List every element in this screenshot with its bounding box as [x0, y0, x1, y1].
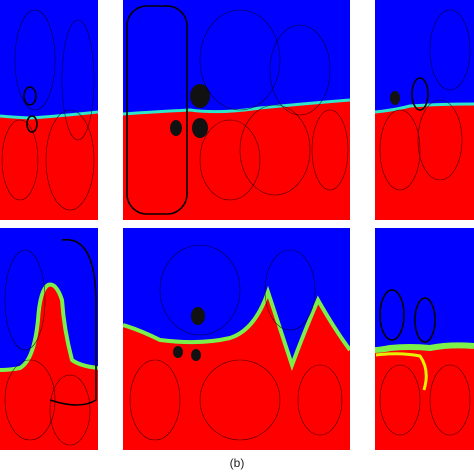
panel-top-middle	[123, 0, 350, 220]
caption: (b)	[230, 456, 245, 470]
panel-bottom-middle	[123, 228, 350, 450]
panel-bottom-left	[0, 228, 98, 450]
panel-top-right	[375, 0, 474, 220]
panel-bottom-right	[375, 228, 474, 450]
panel-top-left	[0, 0, 98, 220]
